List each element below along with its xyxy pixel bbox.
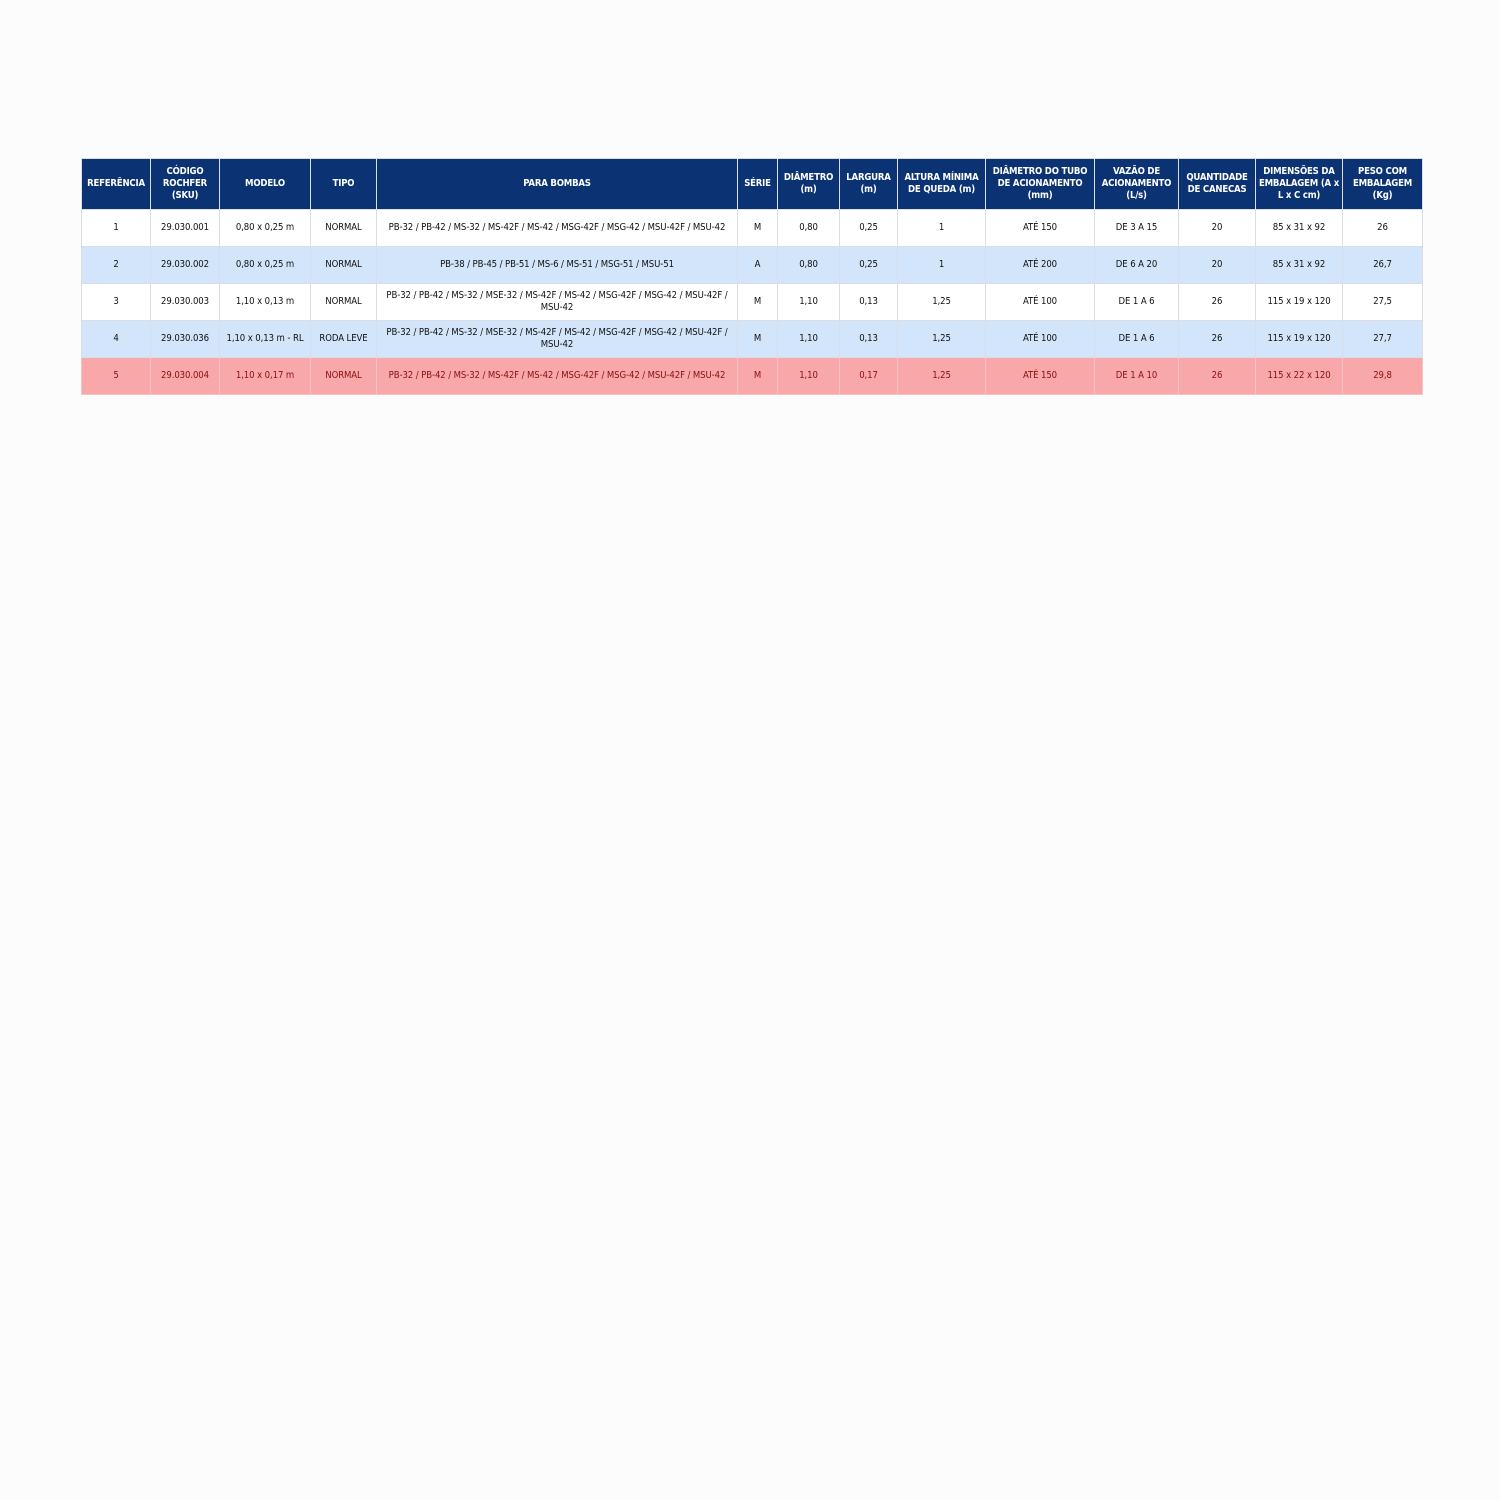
cell-largura: 0,25 <box>839 209 898 247</box>
table-row: 2 29.030.002 0,80 x 0,25 m NORMAL PB-38 / PB… <box>81 246 1423 284</box>
cell-vazao: DE 3 A 15 <box>1094 209 1179 247</box>
table-row: 5 29.030.004 1,10 x 0,17 m NORMAL PB-32 / PB… <box>81 357 1423 395</box>
column-header-codigo-sku: CÓDIGO ROCHFER (SKU) <box>150 158 220 210</box>
cell-modelo: 1,10 x 0,13 m - RL <box>219 320 311 358</box>
cell-referencia: 2 <box>81 246 151 284</box>
cell-diametro: 1,10 <box>777 320 840 358</box>
table-row: 1 29.030.001 0,80 x 0,25 m NORMAL PB-32 / PB… <box>81 209 1423 247</box>
cell-referencia: 1 <box>81 209 151 247</box>
cell-largura: 0,13 <box>839 320 898 358</box>
column-header-modelo: MODELO <box>219 158 311 210</box>
cell-diametro-tubo: ATÉ 100 <box>985 283 1095 321</box>
cell-diametro-tubo: ATÉ 200 <box>985 246 1095 284</box>
cell-modelo: 0,80 x 0,25 m <box>219 246 311 284</box>
cell-altura-minima-queda: 1,25 <box>897 283 986 321</box>
cell-diametro-tubo: ATÉ 150 <box>985 357 1095 395</box>
cell-para-bombas: PB-32 / PB-42 / MS-32 / MSE-32 / MS-42F … <box>376 283 738 321</box>
cell-vazao: DE 1 A 10 <box>1094 357 1179 395</box>
cell-diametro: 0,80 <box>777 246 840 284</box>
cell-peso-embalagem: 27,7 <box>1342 320 1423 358</box>
cell-quantidade-canecas: 26 <box>1178 283 1256 321</box>
cell-para-bombas: PB-32 / PB-42 / MS-32 / MSE-32 / MS-42F … <box>376 320 738 358</box>
cell-quantidade-canecas: 20 <box>1178 209 1256 247</box>
cell-diametro: 0,80 <box>777 209 840 247</box>
cell-codigo-sku: 29.030.036 <box>150 320 220 358</box>
cell-serie: M <box>737 209 778 247</box>
cell-tipo: NORMAL <box>310 209 377 247</box>
cell-codigo-sku: 29.030.002 <box>150 246 220 284</box>
cell-altura-minima-queda: 1 <box>897 209 986 247</box>
column-header-diametro-tubo: DIÂMETRO DO TUBO DE ACIONAMENTO (mm) <box>985 158 1095 210</box>
column-header-altura-minima-queda: ALTURA MÍNIMA DE QUEDA (m) <box>897 158 986 210</box>
cell-tipo: NORMAL <box>310 357 377 395</box>
cell-altura-minima-queda: 1 <box>897 246 986 284</box>
header-row: REFERÊNCIA CÓDIGO ROCHFER (SKU) MODELO TIPO… <box>81 158 1423 210</box>
cell-largura: 0,25 <box>839 246 898 284</box>
cell-vazao: DE 1 A 6 <box>1094 283 1179 321</box>
cell-serie: M <box>737 357 778 395</box>
cell-peso-embalagem: 27,5 <box>1342 283 1423 321</box>
cell-largura: 0,17 <box>839 357 898 395</box>
cell-quantidade-canecas: 26 <box>1178 357 1256 395</box>
cell-altura-minima-queda: 1,25 <box>897 320 986 358</box>
cell-modelo: 1,10 x 0,17 m <box>219 357 311 395</box>
cell-codigo-sku: 29.030.003 <box>150 283 220 321</box>
product-spec-table: REFERÊNCIA CÓDIGO ROCHFER (SKU) MODELO TIPO… <box>81 158 1423 395</box>
cell-vazao: DE 1 A 6 <box>1094 320 1179 358</box>
cell-largura: 0,13 <box>839 283 898 321</box>
column-header-vazao: VAZÃO DE ACIONAMENTO (L/s) <box>1094 158 1179 210</box>
cell-codigo-sku: 29.030.001 <box>150 209 220 247</box>
cell-quantidade-canecas: 20 <box>1178 246 1256 284</box>
cell-modelo: 1,10 x 0,13 m <box>219 283 311 321</box>
cell-peso-embalagem: 29,8 <box>1342 357 1423 395</box>
cell-vazao: DE 6 A 20 <box>1094 246 1179 284</box>
cell-codigo-sku: 29.030.004 <box>150 357 220 395</box>
column-header-diametro: DIÂMETRO (m) <box>777 158 840 210</box>
cell-modelo: 0,80 x 0,25 m <box>219 209 311 247</box>
column-header-dimensoes-embalagem: DIMENSÕES DA EMBALAGEM (A x L x C cm) <box>1255 158 1343 210</box>
cell-peso-embalagem: 26 <box>1342 209 1423 247</box>
column-header-serie: SÉRIE <box>737 158 778 210</box>
cell-dimensoes-embalagem: 85 x 31 x 92 <box>1255 209 1343 247</box>
cell-diametro-tubo: ATÉ 150 <box>985 209 1095 247</box>
column-header-peso-embalagem: PESO COM EMBALAGEM (Kg) <box>1342 158 1423 210</box>
column-header-referencia: REFERÊNCIA <box>81 158 151 210</box>
cell-dimensoes-embalagem: 115 x 19 x 120 <box>1255 283 1343 321</box>
cell-referencia: 5 <box>81 357 151 395</box>
cell-para-bombas: PB-38 / PB-45 / PB-51 / MS-6 / MS-51 / M… <box>376 246 738 284</box>
cell-quantidade-canecas: 26 <box>1178 320 1256 358</box>
cell-diametro: 1,10 <box>777 357 840 395</box>
cell-serie: M <box>737 320 778 358</box>
column-header-para-bombas: PARA BOMBAS <box>376 158 738 210</box>
cell-para-bombas: PB-32 / PB-42 / MS-32 / MS-42F / MS-42 /… <box>376 357 738 395</box>
cell-diametro: 1,10 <box>777 283 840 321</box>
cell-referencia: 3 <box>81 283 151 321</box>
cell-dimensoes-embalagem: 85 x 31 x 92 <box>1255 246 1343 284</box>
table-body: 1 29.030.001 0,80 x 0,25 m NORMAL PB-32 / PB… <box>81 209 1423 395</box>
column-header-quantidade-canecas: QUANTIDADE DE CANECAS <box>1178 158 1256 210</box>
column-header-tipo: TIPO <box>310 158 377 210</box>
cell-serie: A <box>737 246 778 284</box>
cell-tipo: RODA LEVE <box>310 320 377 358</box>
cell-para-bombas: PB-32 / PB-42 / MS-32 / MS-42F / MS-42 /… <box>376 209 738 247</box>
cell-altura-minima-queda: 1,25 <box>897 357 986 395</box>
cell-peso-embalagem: 26,7 <box>1342 246 1423 284</box>
table-row: 4 29.030.036 1,10 x 0,13 m - RL RODA LEVE PB… <box>81 320 1423 358</box>
column-header-largura: LARGURA (m) <box>839 158 898 210</box>
cell-dimensoes-embalagem: 115 x 22 x 120 <box>1255 357 1343 395</box>
table-row: 3 29.030.003 1,10 x 0,13 m NORMAL PB-32 / PB… <box>81 283 1423 321</box>
cell-diametro-tubo: ATÉ 100 <box>985 320 1095 358</box>
cell-tipo: NORMAL <box>310 246 377 284</box>
cell-dimensoes-embalagem: 115 x 19 x 120 <box>1255 320 1343 358</box>
cell-referencia: 4 <box>81 320 151 358</box>
cell-tipo: NORMAL <box>310 283 377 321</box>
cell-serie: M <box>737 283 778 321</box>
